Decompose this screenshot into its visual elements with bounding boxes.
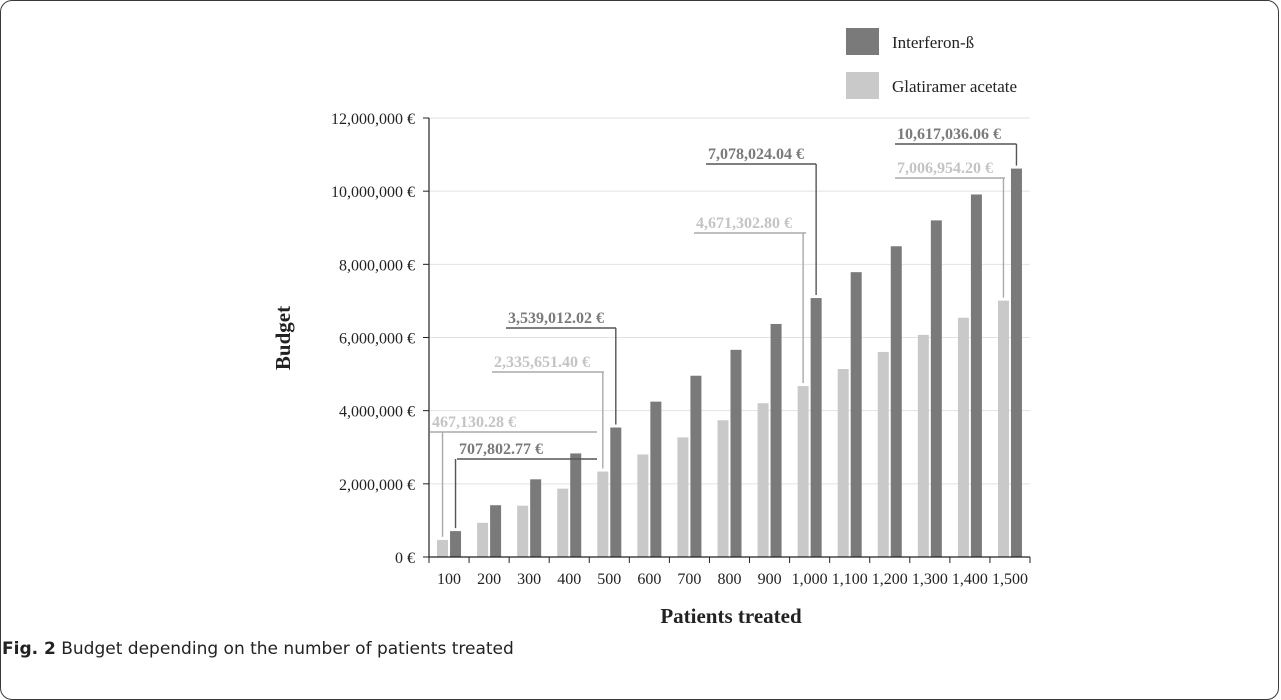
caption-label: Fig. 2: [2, 639, 56, 659]
data-label-glatiramer: 4,671,302.80 €: [696, 215, 792, 232]
bar-glatiramer: [997, 300, 1009, 557]
bar-interferon: [570, 453, 582, 557]
bar-glatiramer: [797, 386, 809, 557]
y-tick-label: 4,000,000 €: [339, 404, 415, 421]
bar-interferon: [490, 505, 502, 557]
bar-interferon: [930, 220, 942, 558]
x-tick-label: 900: [758, 571, 782, 588]
x-tick-label: 700: [677, 571, 701, 588]
bar-interferon: [1010, 168, 1022, 557]
bar-interferon: [530, 479, 542, 557]
y-axis-label: Budget: [271, 306, 295, 370]
x-tick-label: 500: [597, 571, 621, 588]
legend-swatch: [846, 28, 879, 55]
legend: Interferon-ß Glatiramer acetate: [846, 28, 1017, 99]
caption-text: Budget depending on the number of patien…: [55, 639, 514, 659]
y-tick-label: 6,000,000 €: [339, 331, 415, 348]
legend-swatch: [846, 72, 879, 99]
x-tick-label: 1,300: [912, 571, 948, 588]
x-axis-label: Patients treated: [660, 604, 802, 628]
bar-interferon: [770, 323, 782, 557]
bar-glatiramer: [517, 505, 529, 557]
x-tick-label: 1,500: [992, 571, 1028, 588]
bars: [437, 168, 1022, 558]
axes: 0 € 2,000,000 € 4,000,000 € 6,000,000 € 8,00…: [331, 111, 1031, 588]
y-tick-label: 12,000,000 €: [331, 111, 415, 128]
bar-glatiramer: [557, 488, 569, 557]
y-tick-label: 2,000,000 €: [339, 477, 415, 494]
bar-interferon: [610, 427, 622, 557]
bar-interferon: [650, 401, 662, 557]
annotations: 467,130.28 € 707,802.77 € 2,335,651.40 € 3,…: [430, 126, 1018, 537]
bar-chart: 0 € 2,000,000 € 4,000,000 € 6,000,000 € 8,00…: [271, 28, 1031, 628]
data-label-glatiramer: 7,006,954.20 €: [897, 160, 993, 177]
data-label-interferon: 10,617,036.06 €: [897, 126, 1001, 143]
legend-label: Glatiramer acetate: [892, 77, 1017, 96]
x-tick-label: 400: [557, 571, 581, 588]
bar-interferon: [730, 349, 742, 557]
x-tick-label: 1,100: [832, 571, 868, 588]
x-tick-label: 1,400: [952, 571, 988, 588]
x-tick-label: 200: [477, 571, 501, 588]
x-tick-label: 100: [437, 571, 461, 588]
bar-glatiramer: [837, 369, 849, 557]
x-tick-label: 300: [517, 571, 541, 588]
x-tick-label: 1,200: [872, 571, 908, 588]
bar-interferon: [810, 298, 822, 557]
bar-interferon: [450, 531, 462, 557]
x-tick-label: 800: [718, 571, 742, 588]
bar-glatiramer: [477, 522, 489, 557]
y-tick-label: 8,000,000 €: [339, 257, 415, 274]
bar-glatiramer: [757, 403, 769, 557]
data-label-interferon: 3,539,012.02 €: [508, 310, 604, 327]
data-label-interferon: 7,078,024.04 €: [708, 146, 804, 163]
bar-glatiramer: [597, 471, 609, 557]
bar-glatiramer: [877, 351, 889, 557]
legend-label: Interferon-ß: [892, 33, 974, 52]
x-tick-label: 600: [637, 571, 661, 588]
bar-glatiramer: [717, 420, 729, 557]
y-tick-label: 0 €: [395, 550, 415, 567]
figure-caption: Fig. 2 Budget depending on the number of…: [2, 639, 514, 659]
bar-interferon: [970, 194, 982, 557]
data-label-glatiramer: 467,130.28 €: [432, 414, 516, 431]
bar-glatiramer: [437, 539, 449, 557]
x-tick-label: 1,000: [792, 571, 828, 588]
data-label-glatiramer: 2,335,651.40 €: [494, 354, 590, 371]
bar-interferon: [690, 375, 702, 557]
bar-interferon: [890, 246, 902, 557]
bar-glatiramer: [917, 334, 929, 557]
bar-glatiramer: [957, 317, 969, 557]
grid-lines: [429, 117, 1030, 485]
bar-glatiramer: [677, 437, 689, 557]
y-tick-label: 10,000,000 €: [331, 184, 415, 201]
bar-glatiramer: [637, 454, 649, 557]
data-label-interferon: 707,802.77 €: [459, 441, 543, 458]
bar-interferon: [850, 272, 862, 557]
